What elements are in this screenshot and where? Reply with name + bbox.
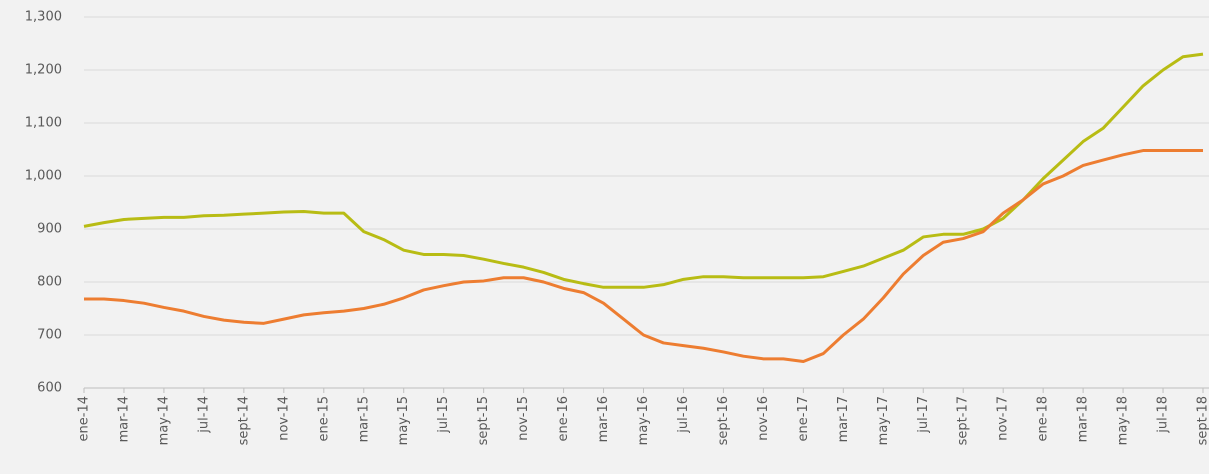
y-tick-label: 700	[37, 328, 62, 343]
x-tick-label: sept-16	[716, 396, 731, 445]
y-tick-label: 1,000	[25, 169, 62, 184]
x-tick-label: jul-16	[676, 396, 691, 434]
x-tick-label: may-16	[636, 396, 651, 445]
x-tick-label: mar-14	[116, 396, 131, 442]
x-tick-label: nov-17	[996, 396, 1011, 441]
x-tick-label: nov-15	[516, 396, 531, 441]
x-tick-label: sept-18	[1196, 396, 1209, 445]
x-tick-label: sept-17	[956, 396, 971, 445]
x-tick-label: may-14	[156, 396, 171, 445]
x-tick-label: nov-14	[276, 396, 291, 441]
x-tick-label: jul-18	[1156, 396, 1171, 434]
y-tick-label: 1,100	[25, 116, 62, 131]
x-tick-label: jul-15	[436, 396, 451, 434]
x-tick-label: nov-16	[756, 396, 771, 441]
x-tick-label: ene-18	[1036, 396, 1051, 441]
y-tick-label: 600	[37, 381, 62, 396]
y-tick-label: 1,300	[25, 10, 62, 25]
x-tick-label: mar-18	[1076, 396, 1091, 442]
x-tick-label: ene-16	[556, 396, 571, 441]
x-tick-label: mar-16	[596, 396, 611, 442]
y-tick-label: 900	[37, 222, 62, 237]
x-tick-label: jul-17	[916, 396, 931, 434]
x-tick-label: jul-14	[196, 396, 211, 434]
x-tick-label: mar-15	[356, 396, 371, 442]
x-tick-label: may-15	[396, 396, 411, 445]
x-tick-label: may-18	[1116, 396, 1131, 445]
x-tick-label: ene-15	[316, 396, 331, 441]
x-tick-label: sept-15	[476, 396, 491, 445]
line-series	[84, 149, 1203, 363]
x-tick-label: mar-17	[836, 396, 851, 442]
x-tick-label: ene-14	[77, 396, 92, 441]
x-tick-label: may-17	[876, 396, 891, 445]
y-tick-label: 1,200	[25, 63, 62, 78]
y-tick-label: 800	[37, 275, 62, 290]
x-tick-label: ene-17	[796, 396, 811, 441]
x-tick-label: sept-14	[236, 396, 251, 445]
